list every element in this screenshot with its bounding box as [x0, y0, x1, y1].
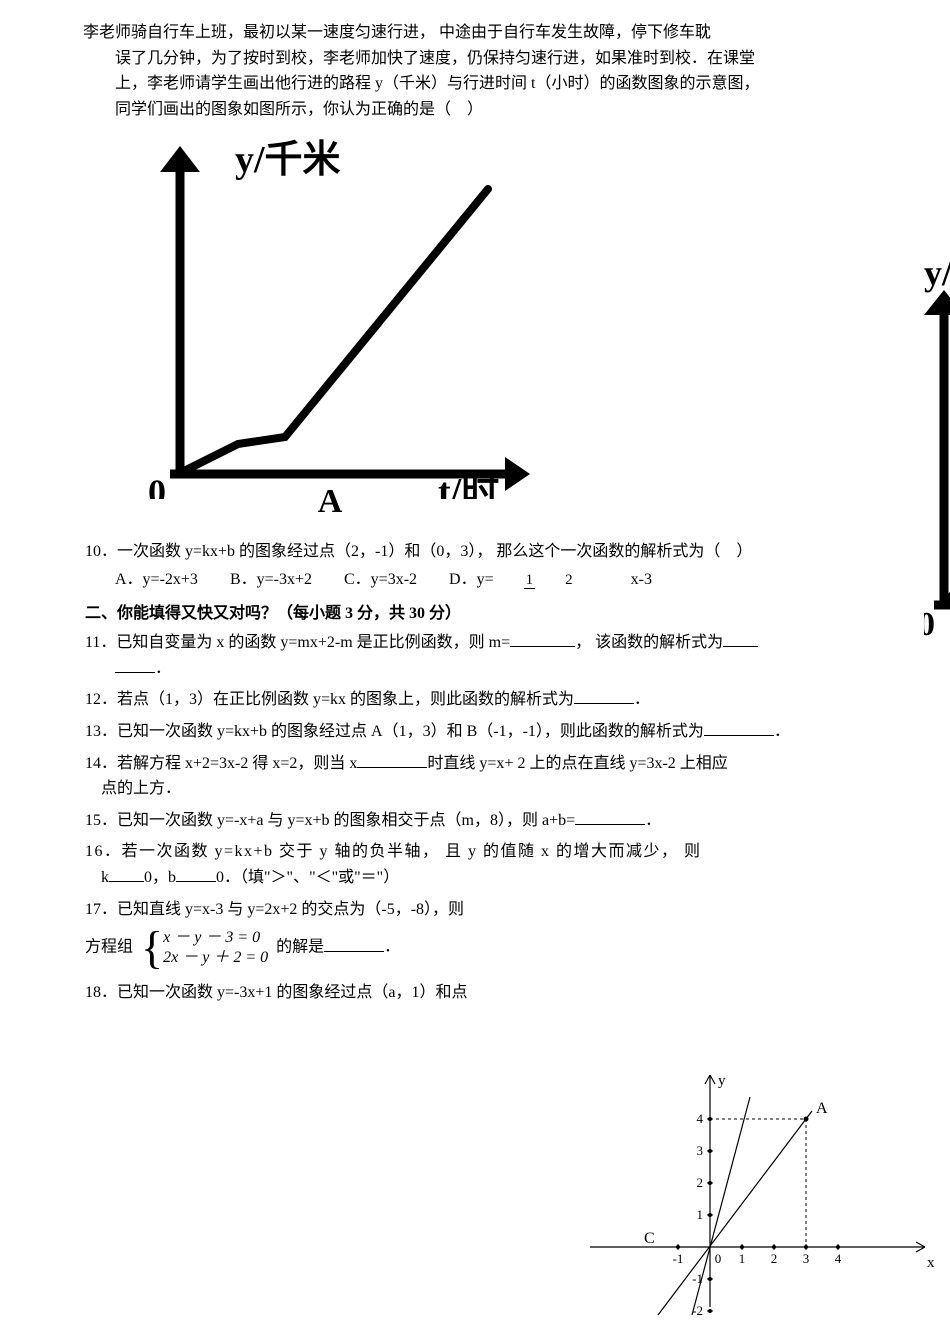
svg-text:4: 4 [697, 1111, 704, 1126]
question-11: 11．已知自变量为 x 的函数 y=mx+2-m 是正比例函数，则 m= ， 该函… [85, 630, 930, 681]
blank[interactable] [723, 631, 758, 647]
q9-line3: 上，李老师请学生画出他行进的路程 y（千米）与行进时间 t（小时）的函数图象的示… [115, 71, 930, 97]
q16-p2c: 0．（填"＞"、"＜"或"＝"） [216, 869, 399, 886]
chart-xlabel: t/时 [438, 471, 499, 499]
question-18: 18．已知一次函数 y=-3x+1 的图象经过点（a，1）和点 [85, 980, 585, 1006]
q9-line4: 同学们画出的图象如图所示，你认为正确的是（ ） [115, 97, 930, 123]
equation-system: { x － y － 3 = 0 2x － y ＋ 2 = 0 [141, 928, 268, 968]
q17-sys-label: 方程组 [85, 939, 133, 956]
q12-p1: 12．若点（1，3）在正比例函数 y=kx 的图象上，则此函数的解析式为 [85, 691, 574, 708]
question-14: 14．若解方程 x+2=3x-2 得 x=2，则当 x 时直线 y=x+ 2 上的… [85, 751, 930, 802]
q13-p2: ． [774, 723, 790, 740]
chart-partial-right: y/ 0 [924, 250, 950, 645]
svg-text:2: 2 [771, 1251, 778, 1266]
blank[interactable] [575, 809, 645, 825]
point-A-label: A [816, 1100, 828, 1117]
blank[interactable] [510, 631, 575, 647]
coordinate-graph: -1 0 1 2 3 4 1 2 3 4 -1 -2 [580, 1057, 945, 1317]
q17-text: 17．已知直线 y=x-3 与 y=2x+2 的交点为（-5，-8），则 [85, 897, 605, 923]
q14-p2: 时直线 y=x+ 2 上的点在直线 y=3x-2 上相应 [427, 755, 727, 772]
q9-line2: 误了几分钟，为了按时到校，李老师加快了速度，仍保持匀速行进，如果准时到校．在课堂 [115, 46, 930, 72]
y-axis-label: y [718, 1073, 726, 1089]
blank[interactable] [357, 752, 427, 768]
q14-p3: 点的上方． [101, 780, 181, 797]
chart-svg: y/千米 t/时 0 [120, 134, 540, 499]
x-axis-label: x [927, 1255, 935, 1271]
question-15: 15．已知一次函数 y=-x+a 与 y=x+b 的图象相交于点（m，8），则 … [85, 808, 930, 834]
svg-text:3: 3 [697, 1143, 704, 1158]
question-17: 17．已知直线 y=x-3 与 y=2x+2 的交点为（-5，-8），则 方程组… [85, 897, 605, 971]
eq1: x － y － 3 = 0 [163, 928, 268, 948]
question-9: 李老师骑自行车上班，最初以某一速度匀速行进， 中途由于自行车发生故障，停下修车耽… [85, 20, 930, 122]
blank[interactable] [109, 866, 144, 882]
svg-text:0: 0 [715, 1251, 722, 1266]
question-10: 10．一次函数 y=kx+b 的图象经过点（2，-1）和（0，3）， 那么这个一… [85, 539, 930, 592]
question-13: 13．已知一次函数 y=kx+b 的图象经过点 A（1，3）和 B（-1，-1）… [85, 719, 930, 745]
q10-optD-post: x-3 [631, 571, 652, 588]
chart-label-A: A [318, 475, 343, 529]
chart-option-A: y/千米 t/时 0 A [120, 134, 540, 529]
fraction-half: 12 [524, 573, 603, 588]
eq2: 2x － y ＋ 2 = 0 [163, 948, 268, 968]
q16-p2a: k [101, 869, 109, 886]
q16-p2b: 0，b [144, 869, 176, 886]
section-2-title: 二、你能填得又快又对吗？（每小题 3 分，共 30 分） [85, 601, 930, 627]
q15-p1: 15．已知一次函数 y=-x+a 与 y=x+b 的图象相交于点（m，8），则 … [85, 812, 575, 829]
q9-line1: 李老师骑自行车上班，最初以某一速度匀速行进， 中途由于自行车发生故障，停下修车耽 [85, 20, 930, 46]
q14-p1: 14．若解方程 x+2=3x-2 得 x=2，则当 x [85, 755, 357, 772]
q10-optD: D．y=12x-3 [449, 571, 680, 588]
blank[interactable] [324, 936, 384, 952]
q17-end: ． [384, 939, 400, 956]
q10-text: 10．一次函数 y=kx+b 的图象经过点（2，-1）和（0，3）， 那么这个一… [85, 539, 930, 565]
q16-p1: 16．若一次函数 y=kx+b 交于 y 轴的负半轴， 且 y 的值随 x 的增… [85, 839, 930, 865]
svg-text:1: 1 [697, 1207, 704, 1222]
chart-origin: 0 [148, 472, 166, 499]
q11-p3: ． [155, 660, 171, 677]
svg-text:1: 1 [739, 1251, 746, 1266]
svg-text:0: 0 [924, 606, 935, 643]
blank[interactable] [574, 688, 634, 704]
q11-p2: ， 该函数的解析式为 [575, 634, 723, 651]
svg-text:-1: -1 [673, 1251, 684, 1266]
q10-options: A．y=-2x+3 B．y=-3x+2 C．y=3x-2 D．y=12x-3 [85, 567, 930, 593]
svg-text:y/: y/ [924, 253, 950, 293]
left-brace-icon: { [141, 928, 163, 968]
blank[interactable] [704, 720, 774, 736]
q10-optB: B．y=-3x+2 [230, 571, 312, 588]
q18-text: 18．已知一次函数 y=-3x+1 的图象经过点（a，1）和点 [85, 984, 467, 1001]
chart-ylabel: y/千米 [235, 139, 341, 181]
svg-text:4: 4 [835, 1251, 842, 1266]
svg-text:3: 3 [803, 1251, 810, 1266]
frac-den: 2 [563, 572, 575, 588]
q15-p2: ． [645, 812, 661, 829]
frac-num: 1 [524, 572, 536, 589]
q10-optC: C．y=3x-2 [344, 571, 417, 588]
q17-after: 的解是 [276, 939, 324, 956]
blank[interactable] [176, 866, 216, 882]
blank[interactable] [115, 657, 155, 673]
point-C-label: C [644, 1230, 655, 1247]
q10-optA: A．y=-2x+3 [115, 571, 198, 588]
q12-p2: ． [634, 691, 650, 708]
q10-optD-pre: D．y= [449, 571, 494, 588]
question-12: 12．若点（1，3）在正比例函数 y=kx 的图象上，则此函数的解析式为 ． [85, 687, 930, 713]
svg-text:2: 2 [697, 1175, 704, 1190]
question-16: 16．若一次函数 y=kx+b 交于 y 轴的负半轴， 且 y 的值随 x 的增… [85, 839, 930, 890]
q13-p1: 13．已知一次函数 y=kx+b 的图象经过点 A（1，3）和 B（-1，-1）… [85, 723, 704, 740]
q11-p1: 11．已知自变量为 x 的函数 y=mx+2-m 是正比例函数，则 m= [85, 634, 510, 651]
